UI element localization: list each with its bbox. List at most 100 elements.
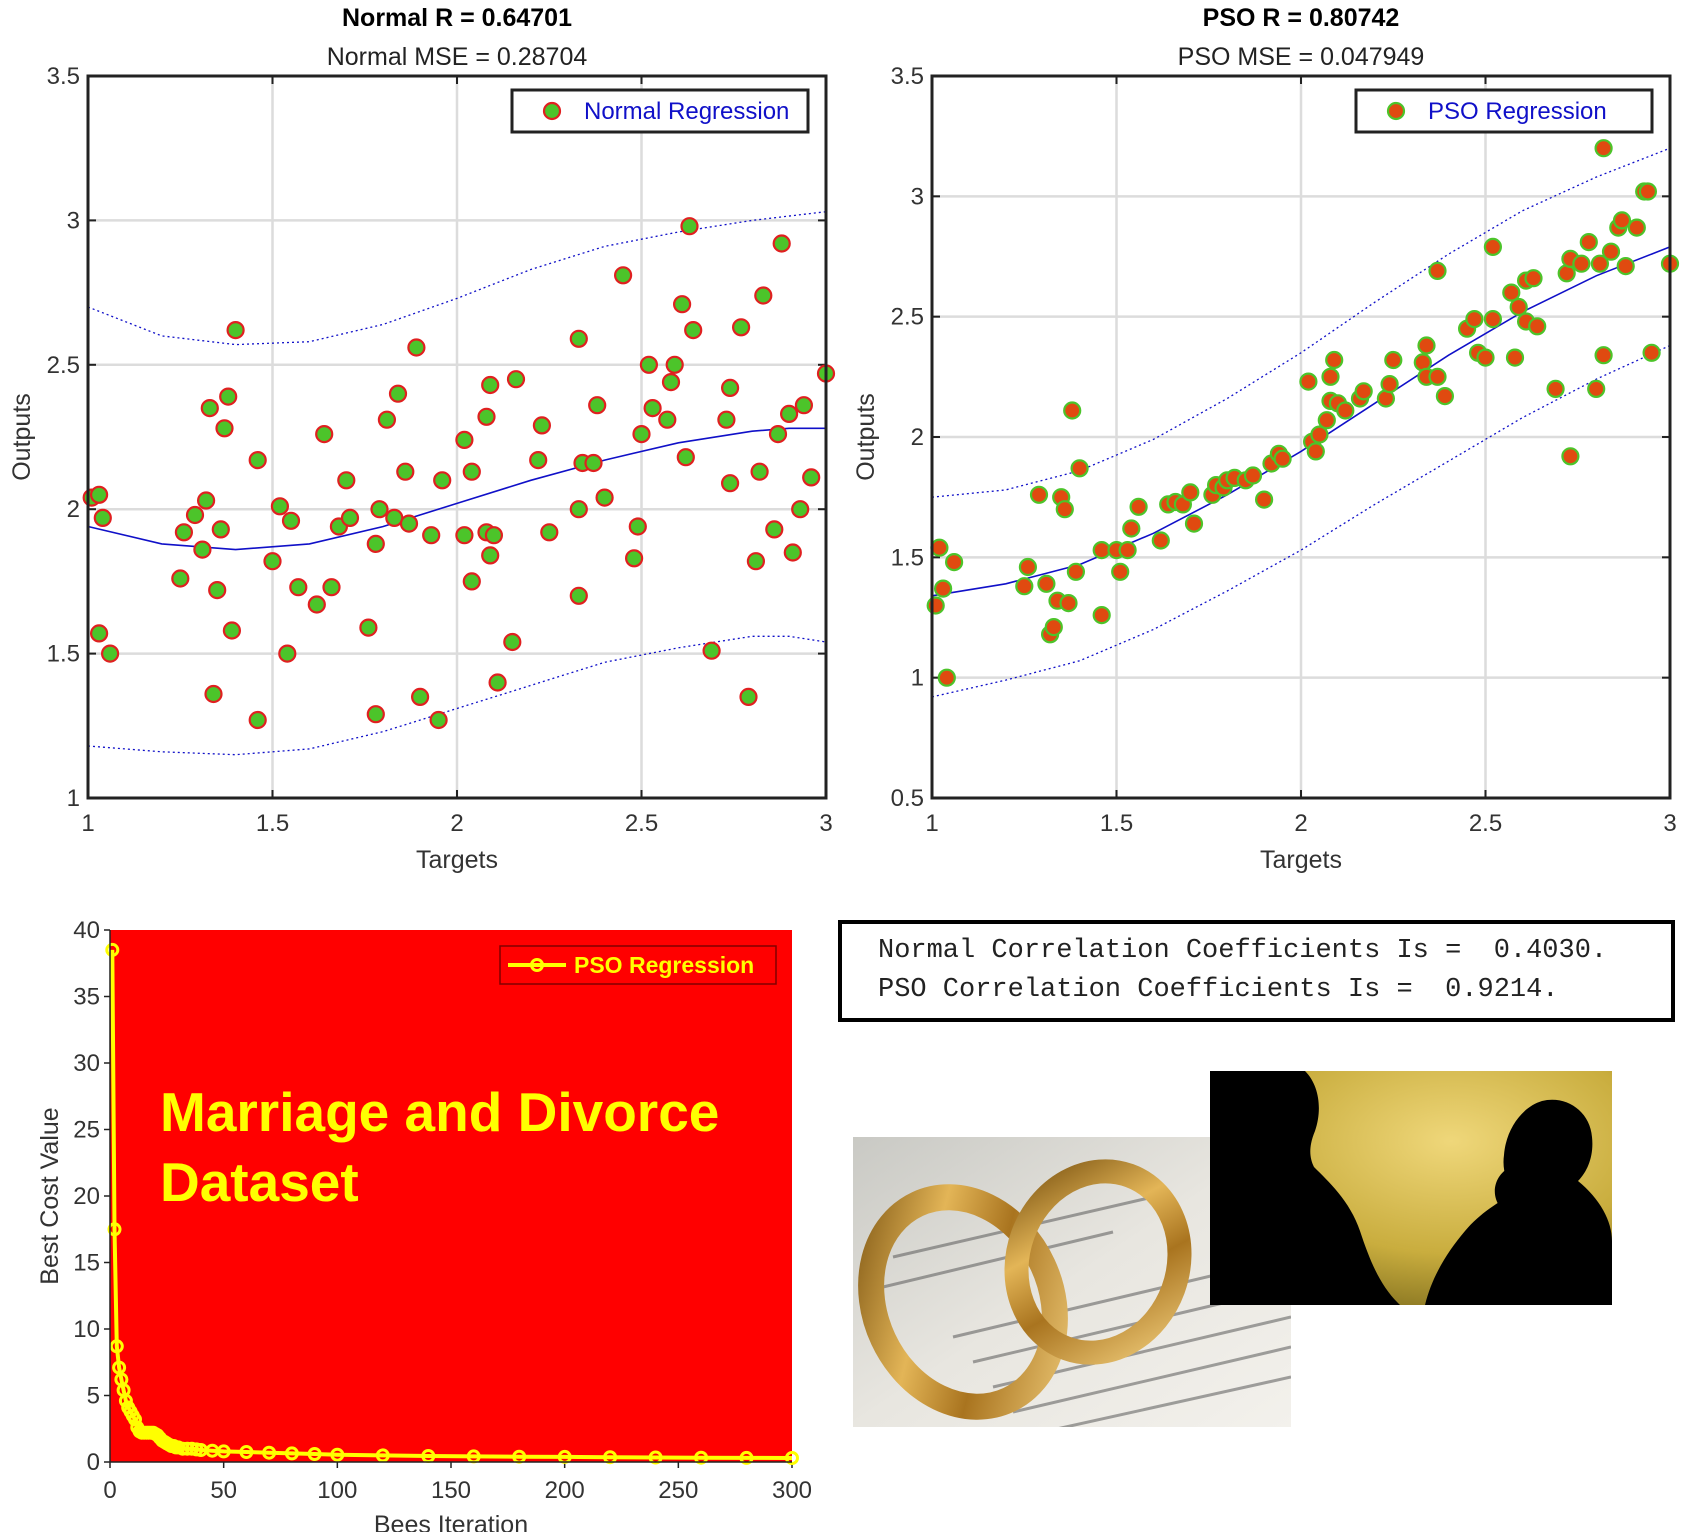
data-point [754,286,773,305]
x-tick-label: 0 [103,1477,116,1504]
upper-confidence-band [931,147,1671,498]
correlation-coefficients-box: Normal Correlation Coefficients Is = 0.4… [838,920,1675,1022]
data-point [1070,459,1089,478]
data-point [665,355,684,374]
data-point [1317,411,1336,430]
best-cost-chart: 0 50 100 150 200 250 300 0 5 10 15 20 25 30 35 40 Bees I… [36,917,812,1532]
data-point [359,618,378,637]
y-tick-label: 40 [73,917,100,944]
data-point [1483,237,1503,256]
x-tick-label: 3 [819,810,832,837]
x-tick-label: 50 [210,1477,237,1504]
data-point [377,410,396,429]
chart-title: PSO R = 0.80742 [1203,4,1400,32]
data-point [1572,254,1591,273]
data-point [1638,182,1658,201]
data-point [1336,401,1355,420]
x-tick-label: 1 [81,810,94,837]
data-point [1029,485,1049,504]
data-point [930,538,949,557]
x-tick-label: 100 [317,1477,357,1504]
data-point [779,404,799,423]
y-tick-label: 0 [87,1449,100,1476]
y-tick-label: 3 [911,183,924,210]
data-point [388,384,408,403]
y-tick-label: 35 [73,984,100,1011]
cost-marker [216,1444,231,1459]
data-point [1384,350,1403,370]
data-point [429,710,448,730]
data-point [455,526,474,545]
x-axis-label: Targets [1260,846,1342,874]
data-point [462,572,481,591]
dataset-title-line: Marriage and Divorce [160,1081,719,1143]
data-point [624,549,644,568]
data-point [1111,562,1130,581]
data-point [746,552,766,571]
cost-marker [307,1447,322,1461]
data-point [1092,540,1111,560]
cost-marker [375,1448,390,1463]
data-point [1151,531,1170,550]
cost-marker [239,1445,254,1459]
data-point [1476,348,1495,367]
data-point [1066,562,1085,581]
data-point [739,687,758,707]
data-point [171,569,190,588]
data-point [337,471,356,490]
data-point [628,517,647,536]
x-tick-label: 200 [545,1477,585,1504]
data-point [731,318,751,337]
data-point [1428,261,1447,280]
y-tick-label: 10 [73,1316,100,1343]
data-point [1037,574,1056,593]
data-point [772,234,791,253]
data-point [783,543,802,562]
data-point [1059,593,1078,613]
data-point [791,500,810,519]
data-point [226,321,245,340]
pso-correlation-line: PSO Correlation Coefficients Is = 0.9214… [878,975,1559,1005]
data-point [484,526,503,545]
data-point [933,579,953,598]
data-point [676,448,695,467]
y-tick-label: 2.5 [47,352,80,379]
x-tick-label: 2 [1294,810,1307,837]
data-point [569,500,588,519]
legend-marker [530,958,544,972]
data-point [399,514,419,533]
normal-regression-chart: Normal R = 0.64701 Normal MSE = 0.28704 1 1… [8,4,836,874]
data-point [1306,442,1325,461]
plot-frame [86,74,828,800]
chart-subtitle: Normal MSE = 0.28704 [327,43,588,71]
data-point [1118,540,1137,560]
data-point [422,526,441,545]
cost-marker [284,1446,299,1461]
data-point [1044,617,1063,637]
data-point [219,387,238,406]
data-point [588,396,607,415]
y-tick-label: 30 [73,1050,100,1077]
chart-title: Normal R = 0.64701 [342,4,572,32]
y-tick-label: 3 [67,207,80,234]
data-point [1063,401,1082,420]
y-axis-label: Best Cost Value [36,1107,64,1284]
data-point [289,578,308,597]
data-point [702,641,721,660]
cost-marker [648,1450,663,1465]
data-point [1528,317,1547,336]
data-point [281,511,301,530]
data-point [197,491,216,510]
data-point [411,687,430,707]
y-tick-label: 1.5 [891,544,924,571]
y-tick-label: 1 [67,785,80,812]
data-point [100,644,120,663]
data-point [1015,577,1034,596]
chart-subtitle: PSO MSE = 0.047949 [1178,43,1425,71]
data-point [1601,242,1621,261]
data-point [1579,233,1598,252]
data-point [1594,139,1613,158]
regression-fit-line [931,246,1671,597]
data-point [340,508,360,528]
data-point [643,399,662,418]
